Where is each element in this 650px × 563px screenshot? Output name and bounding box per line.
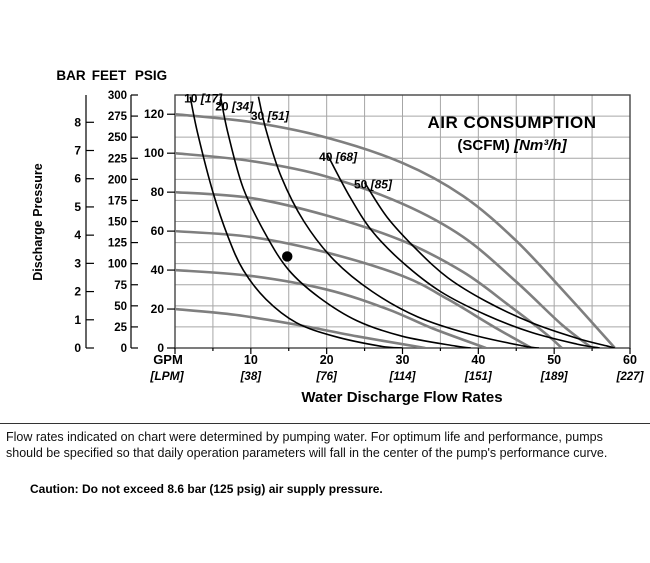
lpm-tick-label: [38]	[240, 371, 263, 383]
gpm-tick-label: 20	[320, 353, 334, 367]
psig-tick-label: 40	[151, 263, 165, 277]
chart-footnote: Flow rates indicated on chart were deter…	[0, 423, 650, 461]
lpm-tick-label: [114]	[389, 371, 417, 383]
feet-tick-label: 25	[114, 322, 127, 334]
pressure-curve	[175, 151, 593, 348]
footnote-line-2: should be specified so that daily operat…	[6, 446, 608, 460]
lpm-tick-label: [227]	[616, 371, 645, 383]
gpm-tick-label: 60	[623, 353, 637, 367]
air-curve-label: 10 [17]	[184, 92, 223, 106]
chart-subtitle: (SCFM) [Nm³/h]	[457, 137, 567, 154]
air-curve-label: 30 [51]	[251, 109, 290, 123]
caution-text: Caution: Do not exceed 8.6 bar (125 psig…	[30, 482, 383, 496]
axis-unit-header: PSIG	[135, 68, 167, 83]
air-consumption-curve	[363, 181, 616, 348]
axis-unit-header: FEET	[92, 68, 127, 83]
lpm-axis-label: [LPM]	[149, 369, 184, 383]
bar-tick-label: 1	[74, 313, 81, 327]
feet-tick-label: 175	[108, 195, 128, 207]
bar-tick-label: 8	[74, 115, 81, 129]
psig-tick-label: 80	[151, 185, 165, 199]
feet-tick-label: 100	[108, 259, 127, 271]
feet-tick-label: 225	[108, 153, 128, 165]
y-axis-title: Discharge Pressure	[31, 163, 45, 280]
pressure-curve	[175, 268, 487, 348]
gpm-tick-label: 30	[396, 353, 410, 367]
bar-tick-label: 3	[74, 256, 81, 270]
gpm-tick-label: 10	[244, 353, 258, 367]
bar-tick-label: 7	[74, 144, 81, 158]
feet-tick-label: 250	[108, 132, 127, 144]
feet-tick-label: 0	[121, 343, 127, 355]
air-consumption-curve	[189, 96, 403, 348]
feet-tick-label: 200	[108, 174, 127, 186]
feet-tick-label: 300	[108, 90, 127, 102]
psig-tick-label: 60	[151, 224, 165, 238]
bar-tick-label: 5	[74, 200, 81, 214]
pressure-curve	[175, 307, 426, 348]
air-curve-label: 50 [85]	[354, 177, 393, 191]
feet-tick-label: 75	[114, 280, 127, 292]
air-curve-label: 40 [68]	[319, 150, 358, 164]
pressure-curve	[175, 190, 563, 348]
bar-tick-label: 0	[74, 341, 81, 355]
operating-point-dot	[282, 251, 293, 262]
air-curve-label: 20 [34]	[215, 99, 254, 113]
axis-unit-header: BAR	[56, 68, 85, 83]
footnote-line-1: Flow rates indicated on chart were deter…	[6, 430, 603, 444]
chart-title: AIR CONSUMPTION	[428, 113, 597, 132]
x-axis-title: Water Discharge Flow Rates	[301, 389, 502, 406]
air-consumption-curve	[257, 96, 540, 348]
psig-tick-label: 20	[151, 302, 165, 316]
feet-tick-label: 150	[108, 217, 127, 229]
feet-tick-label: 275	[108, 111, 128, 123]
bar-tick-label: 2	[74, 285, 81, 299]
pump-performance-chart: 10 [17]20 [34]30 [51] 40 [68] 50 [85] 0 1 2 3 4…	[31, 68, 645, 406]
gpm-axis-label: GPM	[153, 352, 183, 367]
curves-group	[175, 96, 616, 348]
gpm-tick-label: 40	[471, 353, 485, 367]
feet-tick-label: 50	[114, 301, 127, 313]
air-consumption-curve	[325, 152, 600, 348]
lpm-tick-label: [189]	[540, 371, 569, 383]
lpm-tick-label: [151]	[464, 371, 493, 383]
lpm-tick-label: [76]	[315, 371, 338, 383]
psig-tick-label: 120	[144, 107, 164, 121]
bar-tick-label: 4	[74, 228, 81, 242]
psig-tick-label: 0	[157, 341, 164, 355]
feet-tick-label: 125	[108, 238, 128, 250]
psig-tick-label: 100	[144, 146, 164, 160]
gpm-tick-label: 50	[547, 353, 561, 367]
bar-tick-label: 6	[74, 172, 81, 186]
pressure-curve	[175, 229, 533, 348]
pressure-curve	[175, 112, 616, 348]
air-consumption-curve	[219, 96, 471, 348]
